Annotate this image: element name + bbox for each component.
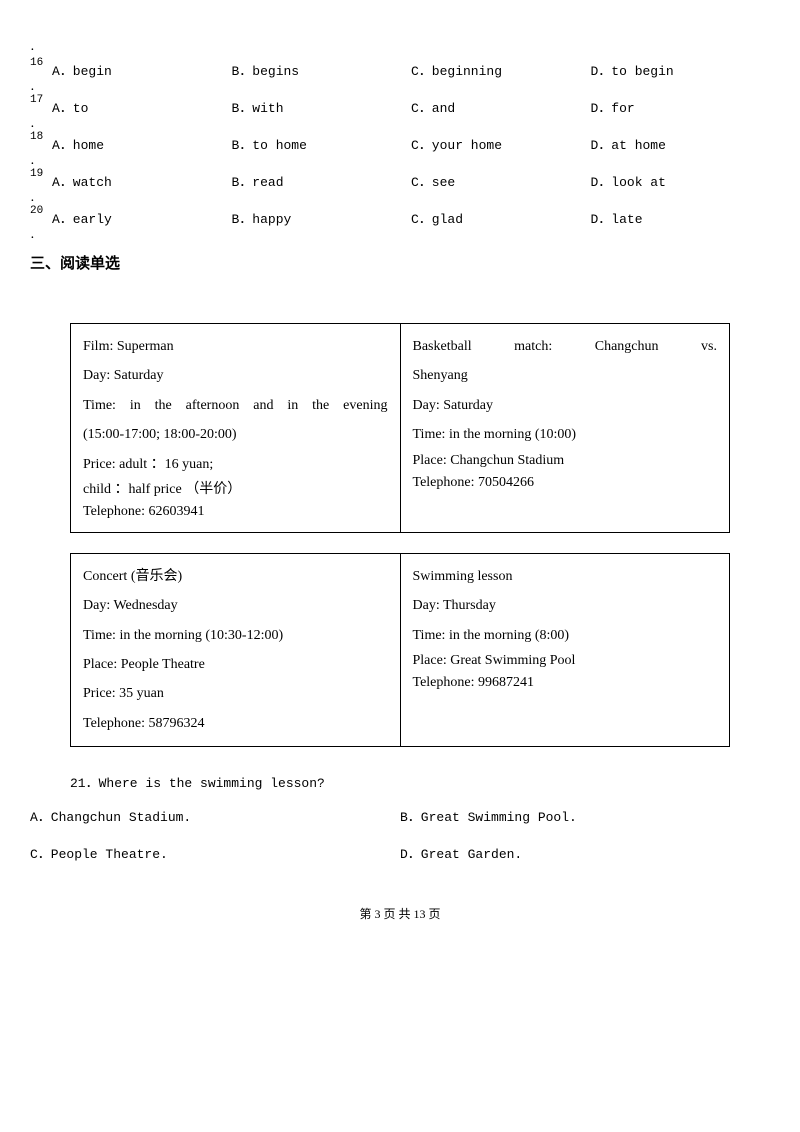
option-b[interactable]: B．read xyxy=(232,171,412,190)
info-cell-film: Film: Superman Day: Saturday Time: in th… xyxy=(71,324,401,532)
option-a[interactable]: A．to xyxy=(52,97,232,116)
mcq-number: 18 xyxy=(30,131,43,143)
info-line: child ：half price （半价） xyxy=(83,479,388,501)
info-table-2: Concert (音乐会) Day: Wednesday Time: in th… xyxy=(70,553,730,747)
info-line: Time: in the morning (10:00) xyxy=(413,420,718,449)
option-b[interactable]: B．happy xyxy=(232,208,412,227)
option-d[interactable]: D．late xyxy=(591,208,771,227)
option-c[interactable]: C．your home xyxy=(411,134,591,153)
info-line: Day: Saturday xyxy=(413,391,718,420)
info-line: Telephone: 58796324 xyxy=(83,709,388,738)
mcq-number: 17 xyxy=(30,94,43,106)
mcq-options: A．to B．with C．and D．for xyxy=(30,97,770,116)
info-line: Time: in the morning (8:00) xyxy=(413,621,718,650)
info-line: Film: Superman xyxy=(83,332,388,361)
mcq-options: A．begin B．begins C．beginning D．to begin xyxy=(30,60,770,79)
mcq-dot: ． xyxy=(30,78,40,93)
q21-option-d[interactable]: D．Great Garden. xyxy=(400,843,770,862)
q21-option-a[interactable]: A．Changchun Stadium. xyxy=(30,806,400,825)
mcq-number: 20 xyxy=(30,205,43,217)
info-line: Place: People Theatre xyxy=(83,650,388,679)
mcq-dot: ． xyxy=(30,38,40,53)
mcq-dot: ． xyxy=(30,189,40,204)
option-c[interactable]: C．glad xyxy=(411,208,591,227)
mcq-dot: ． xyxy=(30,115,40,130)
info-line: Time: in the morning (10:30-12:00) xyxy=(83,621,388,650)
info-spacer xyxy=(413,494,718,523)
q21-option-b[interactable]: B．Great Swimming Pool. xyxy=(400,806,770,825)
option-d[interactable]: D．for xyxy=(591,97,771,116)
info-line: Price: adult ：16 yuan; xyxy=(83,450,388,479)
info-line: Telephone: 70504266 xyxy=(413,472,718,494)
page-footer: 第 3 页 共 13 页 xyxy=(30,905,770,922)
info-line: Concert (音乐会) xyxy=(83,562,388,591)
info-line: Place: Changchun Stadium xyxy=(413,450,718,472)
info-line: Place: Great Swimming Pool xyxy=(413,650,718,672)
info-line: Price: 35 yuan xyxy=(83,679,388,708)
mcq-options: A．early B．happy C．glad D．late xyxy=(30,208,770,227)
option-b[interactable]: B．with xyxy=(232,97,412,116)
info-line: Basketball match: Changchun vs. xyxy=(413,332,718,361)
info-cell-basketball: Basketball match: Changchun vs. Shenyang… xyxy=(401,324,730,532)
option-c[interactable]: C．and xyxy=(411,97,591,116)
question-21-options: A．Changchun Stadium. B．Great Swimming Po… xyxy=(30,806,770,880)
option-d[interactable]: D．at home xyxy=(591,134,771,153)
mcq-options: A．watch B．read C．see D．look at xyxy=(30,171,770,190)
info-spacer xyxy=(413,695,718,724)
section-heading: 三、阅读单选 xyxy=(30,252,770,273)
info-table-1: Film: Superman Day: Saturday Time: in th… xyxy=(70,323,730,533)
option-b[interactable]: B．to home xyxy=(232,134,412,153)
option-a[interactable]: A．home xyxy=(52,134,232,153)
info-line: Day: Saturday xyxy=(83,361,388,390)
mcq-number: 16 xyxy=(30,57,43,69)
info-line: Time: in the afternoon and in the evenin… xyxy=(83,391,388,420)
info-line: (15:00-17:00; 18:00-20:00) xyxy=(83,420,388,449)
mcq-dot: ． xyxy=(30,152,40,167)
info-line: Day: Wednesday xyxy=(83,591,388,620)
mcq-dot: ． xyxy=(30,226,40,241)
option-c[interactable]: C．beginning xyxy=(411,60,591,79)
option-d[interactable]: D．to begin xyxy=(591,60,771,79)
info-line: Day: Thursday xyxy=(413,591,718,620)
option-a[interactable]: A．begin xyxy=(52,60,232,79)
info-line: Swimming lesson xyxy=(413,562,718,591)
mcq-20: 20 ． A．early B．happy C．glad D．late xyxy=(30,208,770,227)
option-a[interactable]: A．early xyxy=(52,208,232,227)
info-line: Telephone: 99687241 xyxy=(413,672,718,694)
mcq-19: 19 ． A．watch B．read C．see D．look at xyxy=(30,171,770,190)
option-d[interactable]: D．look at xyxy=(591,171,771,190)
mcq-18: 18 ． A．home B．to home C．your home D．at h… xyxy=(30,134,770,153)
info-cell-swimming: Swimming lesson Day: Thursday Time: in t… xyxy=(401,554,730,746)
option-b[interactable]: B．begins xyxy=(232,60,412,79)
mcq-number: 19 xyxy=(30,168,43,180)
info-line: Shenyang xyxy=(413,361,718,390)
mcq-options: A．home B．to home C．your home D．at home xyxy=(30,134,770,153)
option-c[interactable]: C．see xyxy=(411,171,591,190)
mcq-17: 17 ． A．to B．with C．and D．for xyxy=(30,97,770,116)
mcq-16: ． 16 ． A．begin B．begins C．beginning D．to… xyxy=(30,60,770,79)
option-a[interactable]: A．watch xyxy=(52,171,232,190)
q21-option-c[interactable]: C．People Theatre. xyxy=(30,843,400,862)
info-line: Telephone: 62603941 xyxy=(83,501,388,523)
question-21-stem: 21．Where is the swimming lesson? xyxy=(70,772,770,791)
info-cell-concert: Concert (音乐会) Day: Wednesday Time: in th… xyxy=(71,554,401,746)
